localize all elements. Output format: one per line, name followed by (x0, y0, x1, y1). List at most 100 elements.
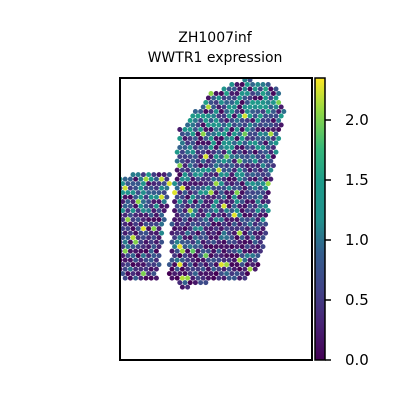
expression-spot (255, 118, 261, 123)
expression-spot (198, 199, 204, 205)
expression-spot (153, 176, 159, 182)
expression-spot (203, 190, 209, 196)
expression-spot (151, 208, 157, 214)
expression-spot (125, 190, 131, 196)
expression-spot (122, 230, 128, 236)
expression-spot (237, 266, 243, 272)
expression-spot (221, 221, 227, 227)
expression-spot (247, 104, 253, 110)
expression-spot (226, 239, 232, 245)
expression-spot (174, 248, 180, 254)
expression-spot (213, 262, 219, 268)
expression-spot (234, 91, 240, 96)
expression-spot (190, 212, 196, 218)
expression-spot (242, 185, 248, 191)
expression-spot (146, 172, 152, 178)
expression-spot (159, 221, 165, 227)
expression-spot (190, 176, 196, 182)
expression-spot (224, 226, 230, 232)
expression-spot (161, 190, 167, 196)
expression-spot (130, 199, 136, 205)
expression-spot (190, 149, 196, 155)
expression-spot (187, 118, 193, 123)
expression-spot (263, 95, 269, 101)
expression-spot (174, 185, 180, 191)
expression-spot (127, 194, 133, 200)
expression-spot (213, 181, 219, 187)
expression-spot (237, 140, 243, 146)
expression-spot (263, 140, 269, 146)
expression-spot (200, 203, 206, 209)
expression-spot (133, 230, 139, 236)
expression-spot (226, 257, 232, 263)
expression-spot (208, 235, 214, 241)
expression-spot (177, 235, 183, 241)
expression-spot (276, 136, 282, 141)
colorbar-tick-label: 2.0 (345, 111, 369, 129)
expression-spot (198, 190, 204, 196)
expression-spot (190, 239, 196, 245)
expression-spot (221, 122, 227, 128)
expression-spot (200, 275, 206, 281)
expression-spot (187, 181, 193, 187)
expression-spot (242, 131, 248, 137)
expression-spot (192, 145, 198, 150)
expression-spot (135, 199, 141, 205)
expression-spot (265, 190, 271, 196)
expression-spot (172, 244, 178, 250)
expression-spot (252, 194, 258, 200)
expression-spot (122, 239, 128, 245)
expression-spot (169, 266, 175, 272)
expression-spot (242, 122, 248, 128)
expression-spot (156, 235, 162, 241)
expression-spot (182, 208, 188, 214)
expression-spot (234, 208, 240, 214)
expression-spot (135, 181, 141, 187)
expression-spot (187, 235, 193, 241)
expression-spot (121, 248, 123, 254)
expression-spot (208, 154, 214, 160)
expression-spot (130, 244, 136, 250)
expression-spot (161, 199, 167, 205)
expression-spot (260, 118, 266, 123)
expression-spot (231, 203, 237, 209)
expression-spot (216, 158, 222, 164)
expression-spot (242, 140, 248, 146)
expression-spot (153, 203, 159, 209)
expression-spot (195, 239, 201, 245)
expression-spot (263, 203, 269, 209)
expression-spot (211, 275, 217, 281)
expression-spot (192, 217, 198, 223)
expression-spot (213, 235, 219, 241)
expression-spot (270, 127, 276, 132)
expression-spot (192, 253, 198, 259)
expression-spot (200, 167, 206, 173)
expression-spot (205, 113, 211, 119)
expression-spot (151, 244, 157, 250)
expression-spot (208, 181, 214, 187)
expression-spot (151, 235, 157, 241)
expression-spot (133, 275, 139, 281)
expression-spot (231, 158, 237, 164)
expression-spot (213, 145, 219, 150)
expression-spot (255, 91, 261, 96)
expression-spot (151, 271, 157, 277)
expression-spot (138, 212, 144, 218)
expression-spot (148, 239, 154, 245)
expression-spot (122, 212, 128, 218)
expression-spot (135, 190, 141, 196)
expression-spot (260, 226, 266, 232)
expression-spot (242, 95, 248, 101)
expression-spot (239, 190, 245, 196)
expression-spot (146, 208, 152, 214)
expression-spot (257, 95, 263, 101)
expression-spot (127, 248, 133, 254)
expression-spot (224, 163, 230, 169)
expression-spot (255, 190, 261, 196)
expression-spot (260, 208, 266, 214)
expression-spot (226, 131, 232, 137)
expression-spot (276, 91, 282, 96)
expression-spot (187, 217, 193, 223)
expression-spot (226, 158, 232, 164)
expression-spot (140, 262, 146, 268)
